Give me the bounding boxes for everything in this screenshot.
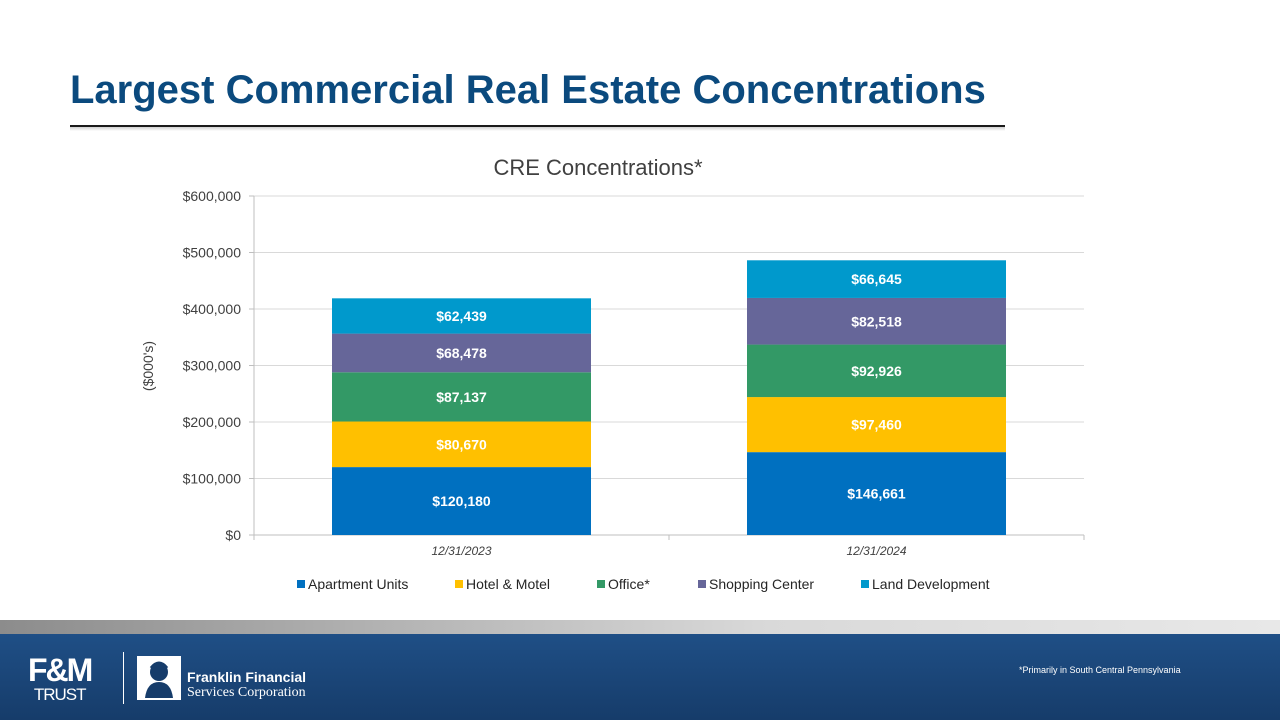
fm-logo-mark: F&M — [28, 652, 93, 688]
y-tick-label: $600,000 — [183, 188, 242, 204]
data-label: $92,926 — [851, 363, 902, 379]
ffsc-emblem-icon — [137, 656, 181, 700]
legend-label: Shopping Center — [709, 576, 814, 592]
data-label: $87,137 — [436, 389, 487, 405]
fm-trust-logo: F&M TRUST — [28, 652, 93, 704]
y-tick-label: $300,000 — [183, 358, 242, 374]
data-label: $62,439 — [436, 308, 487, 324]
bar-segment — [747, 344, 1006, 398]
bar-segment — [332, 467, 591, 535]
data-label: $68,478 — [436, 345, 487, 361]
fm-logo-trust: TRUST — [33, 685, 87, 704]
data-label: $120,180 — [432, 493, 491, 509]
ffsc-line1: Franklin Financial — [187, 669, 307, 685]
bar-segment — [747, 297, 1006, 345]
legend-label: Land Development — [872, 576, 990, 592]
ffsc-line2: Services Corporation — [187, 685, 306, 701]
legend-swatch — [597, 580, 605, 588]
bar-segment — [747, 397, 1006, 453]
data-label: $97,460 — [851, 417, 902, 433]
data-label: $66,645 — [851, 271, 902, 287]
y-tick-label: $200,000 — [183, 414, 242, 430]
chart-title: CRE Concentrations* — [493, 155, 703, 180]
bar-segment — [332, 333, 591, 373]
bar-segment — [332, 421, 591, 468]
y-tick-label: $500,000 — [183, 245, 242, 261]
bar-segment — [747, 260, 1006, 298]
slide-title: Largest Commercial Real Estate Concentra… — [70, 68, 986, 112]
legend-swatch — [861, 580, 869, 588]
logo-divider — [123, 652, 124, 704]
legend-label: Office* — [608, 576, 650, 592]
legend-swatch — [698, 580, 706, 588]
footer: F&M TRUST Franklin Financial Services Co… — [0, 634, 1280, 720]
y-axis-label: ($000's) — [140, 341, 156, 391]
footnote: *Primarily in South Central Pennsylvania — [1019, 665, 1181, 675]
y-tick-label: $100,000 — [183, 471, 242, 487]
title-rule — [70, 125, 1005, 127]
y-tick-label: $0 — [225, 527, 241, 543]
bar-segment — [747, 452, 1006, 535]
data-label: $146,661 — [847, 486, 906, 502]
footer-gradient-band — [0, 620, 1280, 634]
cre-chart: CRE Concentrations* $0 $100,000 $200,000 $30… — [140, 155, 1085, 592]
x-tick-label: 12/31/2024 — [846, 544, 906, 558]
x-tick-label: 12/31/2023 — [431, 544, 491, 558]
title-rule-shadow — [70, 127, 1005, 131]
legend-swatch — [297, 580, 305, 588]
legend-swatch — [455, 580, 463, 588]
y-tick-label: $400,000 — [183, 301, 242, 317]
data-label: $80,670 — [436, 436, 487, 452]
ffsc-logo-text: Franklin Financial Services Corporation — [187, 669, 307, 701]
legend-label: Hotel & Motel — [466, 576, 550, 592]
bar-segment — [332, 372, 591, 422]
legend-label: Apartment Units — [308, 576, 408, 592]
data-label: $82,518 — [851, 313, 902, 329]
bar-segment — [332, 298, 591, 334]
